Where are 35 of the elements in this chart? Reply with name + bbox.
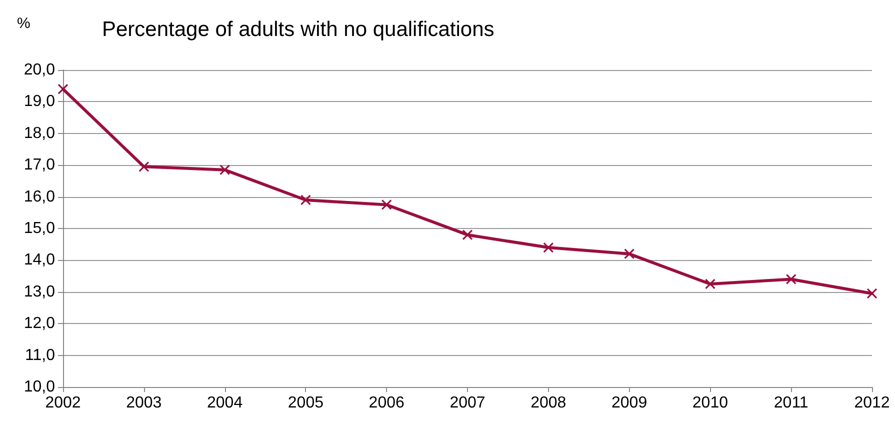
point bbox=[58, 84, 68, 94]
y-tick-label: 19,0 bbox=[24, 93, 56, 110]
x-tick-label: 2004 bbox=[207, 394, 243, 412]
y-tick-label: 11,0 bbox=[25, 346, 56, 364]
x-tick-label: 2007 bbox=[450, 394, 486, 412]
y-tick-label: 14,0 bbox=[24, 252, 56, 269]
x-tick-label: 2005 bbox=[288, 394, 324, 412]
y-tick-label: 15,0 bbox=[24, 220, 56, 237]
y-tick-label: 13,0 bbox=[24, 283, 56, 300]
y-axis-title: % bbox=[17, 15, 30, 32]
y-tick-label: 10,0 bbox=[24, 378, 56, 396]
point bbox=[866, 288, 878, 299]
chart-title: Percentage of adults with no qualifications bbox=[102, 18, 494, 41]
x-tick-label: 2008 bbox=[530, 394, 566, 412]
y-tick-label: 16,0 bbox=[24, 188, 56, 206]
point bbox=[786, 274, 796, 285]
x-tick-label: 2009 bbox=[612, 394, 648, 412]
y-tick-label: 12,0 bbox=[24, 315, 56, 332]
x-tick-label: 2006 bbox=[368, 394, 404, 412]
point bbox=[220, 164, 230, 176]
point bbox=[300, 194, 311, 206]
y-tick-label: 18,0 bbox=[24, 124, 56, 142]
point bbox=[138, 161, 150, 172]
x-tick-label: 2012 bbox=[854, 394, 890, 412]
point bbox=[704, 278, 716, 290]
point bbox=[381, 199, 392, 210]
x-tick-label: 2002 bbox=[45, 394, 81, 412]
x-tick-label: 2003 bbox=[126, 394, 162, 412]
x-tick-label: 2010 bbox=[692, 394, 728, 412]
y-tick-label: 17,0 bbox=[24, 156, 56, 174]
point bbox=[543, 242, 554, 253]
point bbox=[462, 230, 473, 240]
y-tick-label: 20,0 bbox=[24, 62, 56, 78]
point bbox=[624, 248, 635, 260]
x-tick-label: 2011 bbox=[774, 394, 808, 412]
